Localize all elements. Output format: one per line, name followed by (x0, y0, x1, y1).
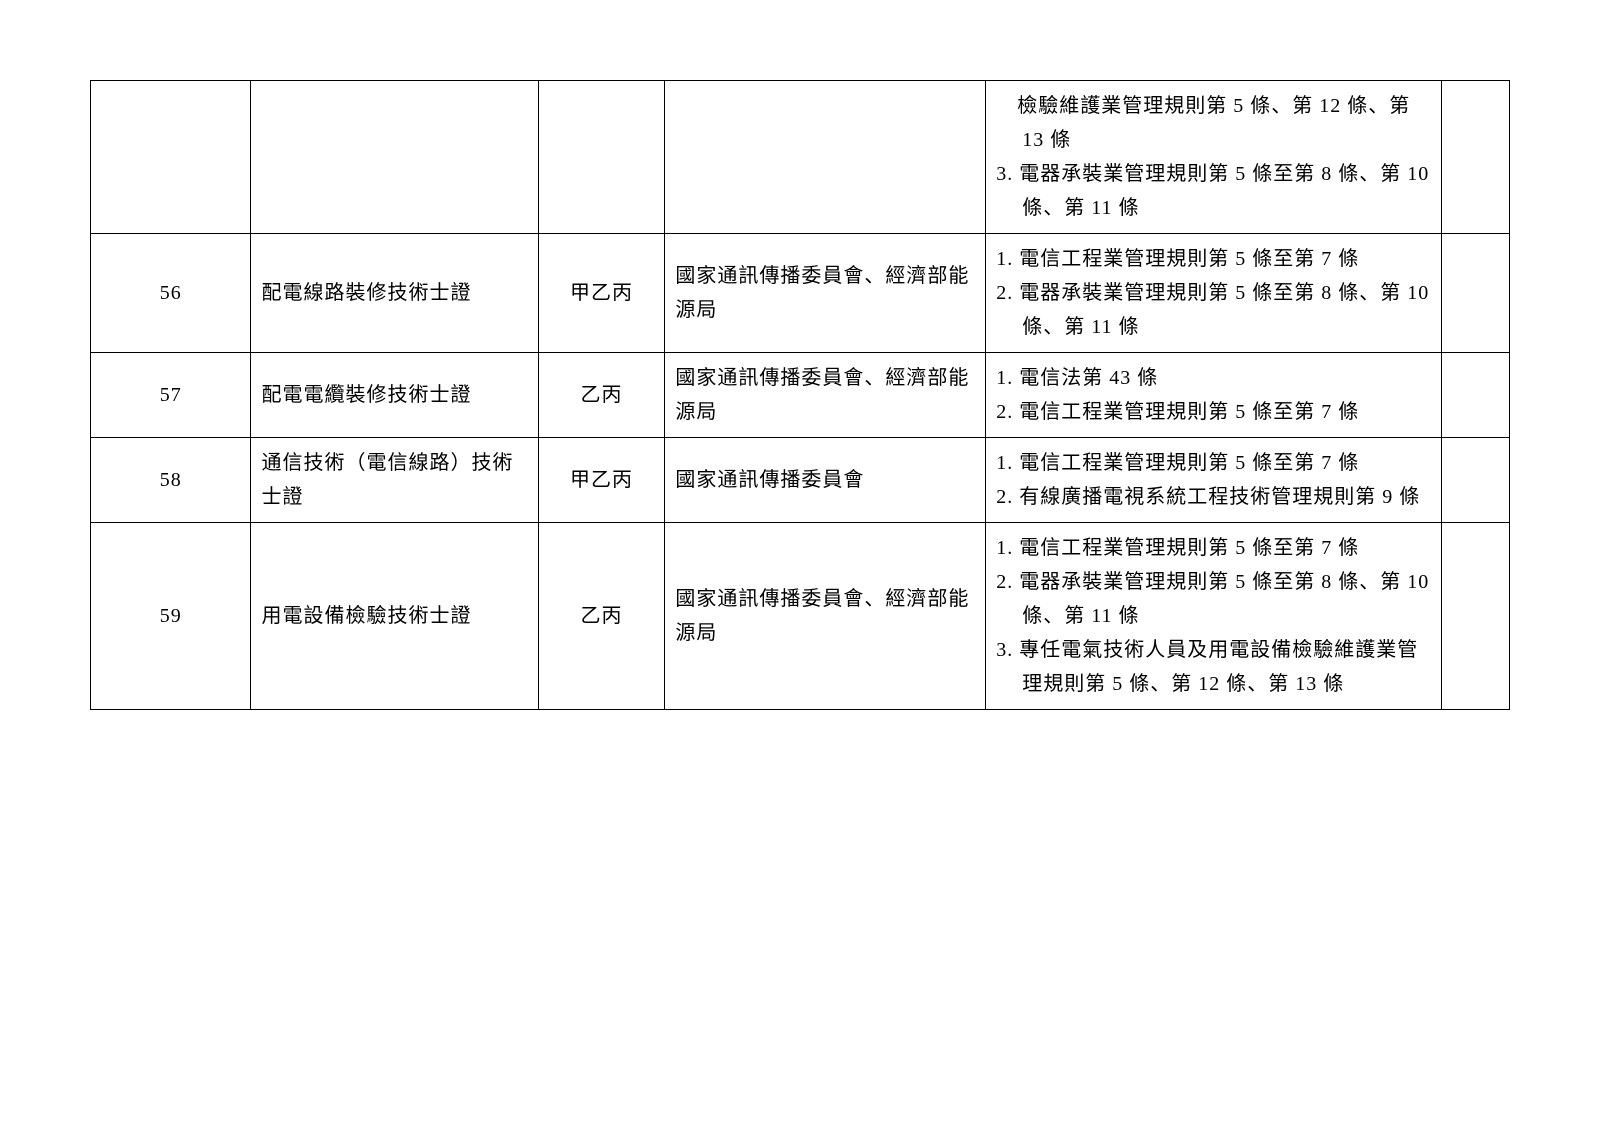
cell-num: 58 (91, 438, 251, 523)
table-row: 58 通信技術（電信線路）技術士證 甲乙丙 國家通訊傳播委員會 1. 電信工程業… (91, 438, 1510, 523)
table-row: 56 配電線路裝修技術士證 甲乙丙 國家通訊傳播委員會、經濟部能源局 1. 電信… (91, 234, 1510, 353)
cell-level: 乙丙 (538, 523, 665, 710)
cell-authority: 國家通訊傳播委員會、經濟部能源局 (665, 353, 986, 438)
cell-authority: 國家通訊傳播委員會 (665, 438, 986, 523)
cell-basis: 1. 電信工程業管理規則第 5 條至第 7 條 2. 電器承裝業管理規則第 5 … (986, 523, 1442, 710)
certification-table: 檢驗維護業管理規則第 5 條、第 12 條、第 13 條 3. 電器承裝業管理規… (90, 80, 1510, 710)
cell-authority (665, 81, 986, 234)
table-row: 59 用電設備檢驗技術士證 乙丙 國家通訊傳播委員會、經濟部能源局 1. 電信工… (91, 523, 1510, 710)
table-row: 57 配電電纜裝修技術士證 乙丙 國家通訊傳播委員會、經濟部能源局 1. 電信法… (91, 353, 1510, 438)
cell-name: 用電設備檢驗技術士證 (251, 523, 538, 710)
basis-item: 3. 電器承裝業管理規則第 5 條至第 8 條、第 10 條、第 11 條 (996, 157, 1431, 225)
cell-name: 配電線路裝修技術士證 (251, 234, 538, 353)
basis-item: 1. 電信法第 43 條 (996, 361, 1431, 395)
cell-num: 59 (91, 523, 251, 710)
cell-basis: 1. 電信工程業管理規則第 5 條至第 7 條 2. 有線廣播電視系統工程技術管… (986, 438, 1442, 523)
cell-level: 乙丙 (538, 353, 665, 438)
table-row: 檢驗維護業管理規則第 5 條、第 12 條、第 13 條 3. 電器承裝業管理規… (91, 81, 1510, 234)
cell-num: 56 (91, 234, 251, 353)
basis-item: 1. 電信工程業管理規則第 5 條至第 7 條 (996, 242, 1431, 276)
cell-level (538, 81, 665, 234)
cell-extra (1442, 438, 1510, 523)
cell-num: 57 (91, 353, 251, 438)
cell-name (251, 81, 538, 234)
cell-authority: 國家通訊傳播委員會、經濟部能源局 (665, 234, 986, 353)
cell-basis: 檢驗維護業管理規則第 5 條、第 12 條、第 13 條 3. 電器承裝業管理規… (986, 81, 1442, 234)
cell-extra (1442, 353, 1510, 438)
cell-name: 通信技術（電信線路）技術士證 (251, 438, 538, 523)
basis-item: 2. 電器承裝業管理規則第 5 條至第 8 條、第 10 條、第 11 條 (996, 565, 1431, 633)
basis-item: 3. 專任電氣技術人員及用電設備檢驗維護業管理規則第 5 條、第 12 條、第 … (996, 633, 1431, 701)
cell-extra (1442, 81, 1510, 234)
table-body: 檢驗維護業管理規則第 5 條、第 12 條、第 13 條 3. 電器承裝業管理規… (91, 81, 1510, 710)
basis-item: 2. 電器承裝業管理規則第 5 條至第 8 條、第 10 條、第 11 條 (996, 276, 1431, 344)
cell-num (91, 81, 251, 234)
cell-extra (1442, 234, 1510, 353)
basis-item: 1. 電信工程業管理規則第 5 條至第 7 條 (996, 446, 1431, 480)
cell-level: 甲乙丙 (538, 234, 665, 353)
cell-basis: 1. 電信工程業管理規則第 5 條至第 7 條 2. 電器承裝業管理規則第 5 … (986, 234, 1442, 353)
cell-level: 甲乙丙 (538, 438, 665, 523)
cell-extra (1442, 523, 1510, 710)
basis-item: 2. 有線廣播電視系統工程技術管理規則第 9 條 (996, 480, 1431, 514)
basis-item: 1. 電信工程業管理規則第 5 條至第 7 條 (996, 531, 1431, 565)
cell-basis: 1. 電信法第 43 條 2. 電信工程業管理規則第 5 條至第 7 條 (986, 353, 1442, 438)
cell-name: 配電電纜裝修技術士證 (251, 353, 538, 438)
basis-item: 2. 電信工程業管理規則第 5 條至第 7 條 (996, 395, 1431, 429)
cell-authority: 國家通訊傳播委員會、經濟部能源局 (665, 523, 986, 710)
basis-item: 檢驗維護業管理規則第 5 條、第 12 條、第 13 條 (996, 89, 1431, 157)
